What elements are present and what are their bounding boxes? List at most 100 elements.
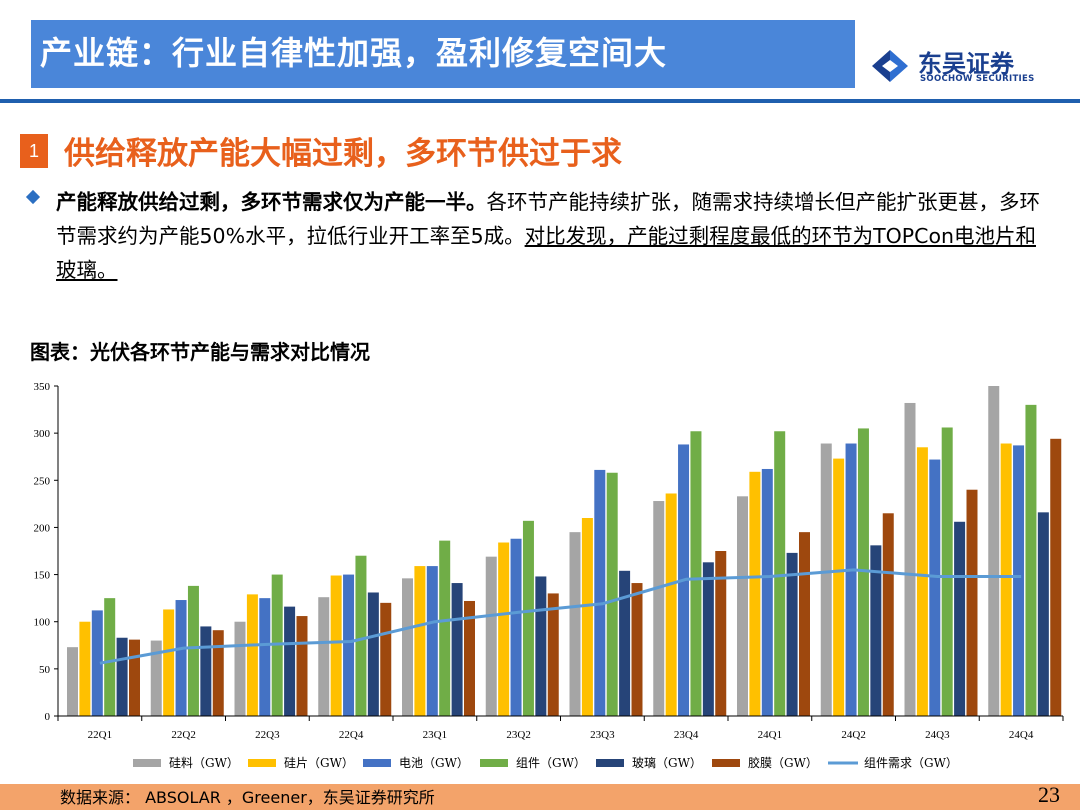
x-tick-label: 22Q1 bbox=[88, 729, 112, 741]
bar bbox=[91, 610, 103, 716]
legend-label: 电池（GW） bbox=[399, 756, 469, 770]
bar bbox=[715, 551, 727, 716]
bar bbox=[786, 552, 798, 716]
bar bbox=[569, 532, 581, 716]
soochow-logo-icon bbox=[872, 50, 908, 82]
bar bbox=[857, 428, 869, 716]
bar bbox=[941, 427, 953, 716]
bar bbox=[116, 637, 128, 716]
bar bbox=[439, 540, 451, 716]
bar bbox=[1037, 512, 1049, 716]
legend-swatch bbox=[712, 759, 740, 767]
bar bbox=[988, 386, 1000, 716]
bar bbox=[665, 493, 677, 716]
data-source: 数据来源： ABSOLAR ，Greener，东吴证券研究所 bbox=[60, 788, 435, 807]
legend-label: 组件需求（GW） bbox=[864, 756, 958, 770]
legend-swatch bbox=[363, 759, 391, 767]
bar bbox=[547, 593, 559, 716]
x-tick-label: 22Q2 bbox=[171, 729, 195, 741]
bar bbox=[606, 472, 618, 716]
bar bbox=[104, 598, 116, 716]
bar bbox=[1050, 438, 1062, 716]
x-tick-label: 22Q3 bbox=[255, 729, 280, 741]
legend-swatch bbox=[133, 759, 161, 767]
bar bbox=[916, 447, 928, 716]
bar bbox=[510, 538, 522, 716]
y-tick-label: 50 bbox=[39, 664, 51, 676]
bar bbox=[163, 609, 175, 716]
page-title: 产业链：行业自律性加强，盈利修复空间大 bbox=[40, 34, 668, 72]
x-tick-label: 23Q2 bbox=[506, 729, 530, 741]
bar bbox=[594, 469, 606, 716]
bar bbox=[284, 606, 296, 716]
bar bbox=[904, 402, 916, 716]
bar bbox=[1000, 443, 1012, 716]
header-divider bbox=[0, 99, 1080, 103]
bar bbox=[246, 594, 258, 716]
bar bbox=[845, 443, 857, 716]
bar bbox=[833, 458, 845, 716]
bar bbox=[929, 459, 941, 716]
x-tick-label: 22Q4 bbox=[339, 729, 364, 741]
bar bbox=[581, 518, 593, 716]
bar bbox=[414, 566, 426, 716]
bar bbox=[380, 602, 392, 716]
bar bbox=[774, 431, 786, 716]
y-tick-label: 250 bbox=[34, 475, 51, 487]
bar bbox=[200, 626, 212, 716]
bar bbox=[367, 592, 379, 716]
x-tick-label: 24Q1 bbox=[758, 729, 782, 741]
bar bbox=[702, 562, 714, 716]
bar bbox=[749, 471, 761, 716]
chart-title: 图表：光伏各环节产能与需求对比情况 bbox=[30, 340, 370, 364]
logo-english-name: SOOCHOW SECURITIES bbox=[920, 74, 1035, 84]
bar bbox=[1013, 445, 1025, 716]
bar bbox=[966, 489, 978, 716]
diamond-bullet-icon bbox=[25, 189, 41, 205]
bar bbox=[330, 575, 342, 716]
legend-label: 胶膜（GW） bbox=[748, 755, 818, 770]
bullet-normal-text: 各环节产能持续扩张，随需求持续增长但产能扩张更甚，多环节需求约为产能50%水平，… bbox=[56, 190, 1040, 248]
y-tick-label: 150 bbox=[34, 570, 51, 582]
demand-line bbox=[99, 568, 1022, 665]
bar bbox=[129, 639, 140, 716]
bar bbox=[522, 520, 534, 716]
x-tick-label: 24Q2 bbox=[841, 729, 865, 741]
bar bbox=[296, 616, 308, 716]
bullet-underlined-text: 对比发现，产能过剩程度最低的环节为TOPCon电池片和玻璃。 bbox=[56, 224, 1036, 282]
x-tick-label: 23Q4 bbox=[674, 729, 699, 741]
bullet-paragraph: 产能释放供给过剩，多环节需求仅为产能一半。各环节产能持续扩张，随需求持续增长但产… bbox=[56, 185, 1056, 287]
bar bbox=[343, 574, 355, 716]
bar bbox=[820, 443, 832, 716]
bullet-bold-text: 产能释放供给过剩，多环节需求仅为产能一半。 bbox=[56, 190, 487, 214]
bar bbox=[954, 521, 966, 716]
bar bbox=[402, 578, 413, 716]
bar bbox=[761, 468, 773, 716]
legend-label: 组件（GW） bbox=[516, 756, 586, 770]
bar bbox=[187, 585, 199, 716]
bar bbox=[79, 621, 91, 716]
y-tick-label: 350 bbox=[34, 381, 51, 393]
legend-label: 玻璃（GW） bbox=[632, 756, 702, 770]
bar bbox=[485, 556, 497, 716]
x-tick-label: 24Q3 bbox=[925, 729, 950, 741]
section-title: 供给释放产能大幅过剩，多环节供过于求 bbox=[64, 136, 622, 172]
bar bbox=[150, 640, 162, 716]
bar bbox=[259, 598, 271, 716]
bar bbox=[535, 576, 547, 716]
bar bbox=[1025, 404, 1037, 716]
title-bar bbox=[31, 20, 855, 88]
brand-logo: 东吴证券 SOOCHOW SECURITIES bbox=[868, 46, 1068, 92]
bar bbox=[212, 630, 224, 716]
bar bbox=[619, 570, 631, 716]
bar bbox=[690, 431, 702, 716]
y-tick-label: 0 bbox=[45, 711, 51, 723]
bar bbox=[464, 600, 475, 716]
bar bbox=[498, 542, 510, 716]
bar bbox=[451, 583, 463, 716]
bar bbox=[426, 566, 438, 716]
bar bbox=[318, 597, 330, 716]
bar bbox=[799, 532, 810, 716]
x-tick-label: 23Q1 bbox=[423, 729, 447, 741]
legend-label: 硅料（GW） bbox=[169, 756, 239, 770]
